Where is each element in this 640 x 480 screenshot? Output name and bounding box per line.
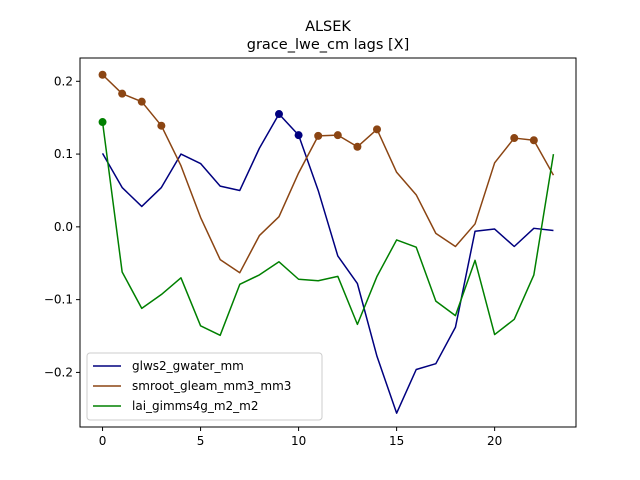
x-tick-label: 5 bbox=[197, 434, 205, 448]
series-point-smroot-gleam-mm3-mm3 bbox=[373, 125, 382, 134]
series-point-lai-gimms4g-m2-m2 bbox=[98, 118, 107, 127]
series-point-smroot-gleam-mm3-mm3 bbox=[137, 97, 146, 106]
legend-label-smroot-gleam-mm3-mm3: smroot_gleam_mm3_mm3 bbox=[132, 379, 291, 393]
series-point-smroot-gleam-mm3-mm3 bbox=[157, 121, 166, 130]
series-line-smroot-gleam-mm3-mm3 bbox=[102, 74, 555, 274]
y-tick-label: −0.2 bbox=[44, 365, 73, 379]
x-tick-label: 0 bbox=[99, 434, 107, 448]
series-line-lai-gimms4g-m2-m2 bbox=[101, 121, 555, 337]
series-point-smroot-gleam-mm3-mm3 bbox=[353, 142, 362, 151]
series-point-smroot-gleam-mm3-mm3 bbox=[333, 131, 342, 140]
legend-label-glws2-gwater-mm: glws2_gwater_mm bbox=[132, 359, 244, 373]
plot-area bbox=[79, 57, 577, 428]
chart-title: ALSEK bbox=[305, 19, 351, 35]
legend: glws2_gwater_mm smroot_gleam_mm3_mm3 lai_g… bbox=[86, 352, 323, 421]
x-tick-label: 10 bbox=[291, 434, 306, 448]
series-point-smroot-gleam-mm3-mm3 bbox=[314, 131, 323, 140]
chart-subtitle: grace_lwe_cm lags [X] bbox=[247, 37, 410, 53]
series-point-smroot-gleam-mm3-mm3 bbox=[118, 89, 127, 98]
series-point-glws2-gwater-mm bbox=[274, 110, 283, 119]
y-tick-label: −0.1 bbox=[44, 293, 73, 307]
series-point-smroot-gleam-mm3-mm3 bbox=[510, 134, 519, 143]
y-tick-label: 0.1 bbox=[54, 147, 73, 161]
legend-label-lai-gimms4g-m2-m2: lai_gimms4g_m2_m2 bbox=[132, 399, 259, 413]
y-axis: −0.2 −0.1 0.0 0.1 0.2 bbox=[44, 74, 80, 379]
x-axis: 0 5 10 15 20 bbox=[99, 427, 502, 448]
x-tick-label: 15 bbox=[389, 434, 404, 448]
series-point-smroot-gleam-mm3-mm3 bbox=[98, 70, 107, 79]
y-tick-label: 0.2 bbox=[54, 74, 73, 88]
x-tick-label: 20 bbox=[487, 434, 502, 448]
y-tick-label: 0.0 bbox=[54, 220, 73, 234]
series-layer bbox=[101, 74, 555, 414]
legend-frame bbox=[86, 352, 323, 421]
series-point-smroot-gleam-mm3-mm3 bbox=[529, 136, 538, 145]
marker-layer bbox=[98, 70, 538, 151]
series-point-glws2-gwater-mm bbox=[294, 131, 303, 140]
